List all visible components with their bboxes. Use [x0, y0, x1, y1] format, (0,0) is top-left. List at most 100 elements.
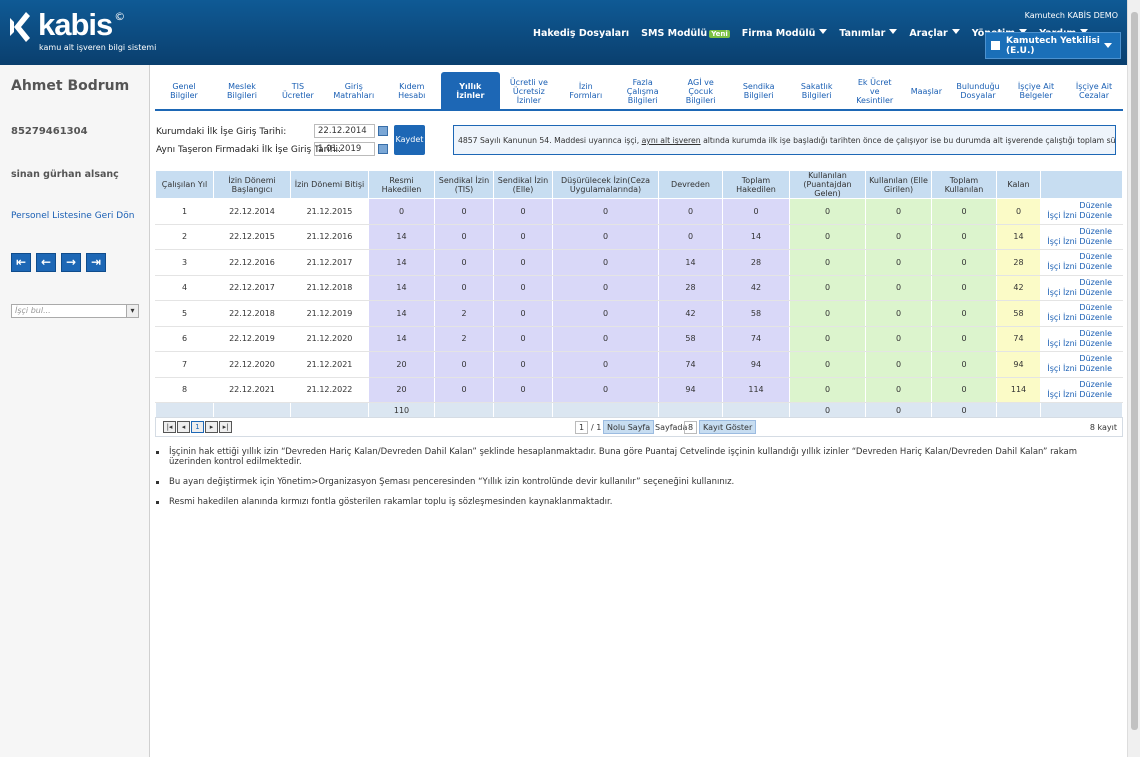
notice-link[interactable]: aynı alt işveren — [641, 136, 701, 145]
column-header: Düşürülecek İzin(Ceza Uygulamalarında) — [552, 170, 659, 199]
action-link[interactable]: Düzenle — [1079, 354, 1112, 364]
table-cell: 0 — [493, 198, 553, 225]
tab-bar: Genel Bilgiler Meslek Bilgileri TIS Ücretl… — [155, 72, 1123, 111]
column-header: İzin Dönemi Başlangıcı — [213, 170, 291, 199]
date-input[interactable]: 1.01.2019 — [314, 142, 375, 156]
table-cell: 28 — [722, 249, 790, 276]
table-cell: 0 — [865, 376, 932, 403]
nav-item[interactable]: SMS Modülü Yeni — [641, 28, 730, 39]
first-button[interactable]: ⇤ — [11, 253, 31, 272]
table-cell: 0 — [552, 300, 659, 327]
table-cell: 0 — [931, 249, 997, 276]
tab[interactable]: Sakatlık Bilgileri — [800, 82, 833, 100]
last-button[interactable]: ⇥ — [86, 253, 106, 272]
sidebar: Ahmet Bodrum 85279461304 sinan gürhan al… — [0, 65, 150, 757]
total-cell — [658, 402, 723, 418]
total-cell — [155, 402, 214, 418]
tab[interactable]: Giriş Matrahları — [333, 82, 375, 100]
table-cell: 58 — [996, 300, 1041, 327]
note: Resmi hakedilen alanında kırmızı fontla … — [155, 497, 1115, 507]
logo-icon — [10, 12, 30, 42]
table-cell: 0 — [865, 274, 932, 301]
table-cell: 0 — [658, 223, 723, 250]
tab[interactable]: Meslek Bilgileri — [227, 82, 257, 100]
go-page-button[interactable]: Nolu Sayfa — [603, 420, 655, 434]
page-input[interactable]: 1 — [575, 421, 589, 434]
per-page-input[interactable]: 8 — [684, 421, 698, 434]
table-cell: 0 — [552, 198, 659, 225]
table-row: 4 22.12.2017 21.12.2018 14 0 0 0 28 42 0 0 0 42 Düzen… — [155, 274, 1123, 301]
table-cell: 0 — [434, 249, 494, 276]
tab[interactable]: Sendika Bilgileri — [742, 82, 775, 100]
action-link[interactable]: İşçi İzni Düzenle — [1047, 313, 1112, 323]
table-cell: 22.12.2015 — [213, 223, 291, 250]
tab[interactable]: TIS Ücretler — [281, 82, 314, 100]
prev-button[interactable]: ← — [36, 253, 56, 272]
action-link[interactable]: Düzenle — [1079, 303, 1112, 313]
action-link[interactable]: İşçi İzni Düzenle — [1047, 338, 1112, 348]
action-link[interactable]: Düzenle — [1079, 379, 1112, 389]
action-link[interactable]: İşçi İzni Düzenle — [1047, 236, 1112, 246]
logo[interactable]: kabis © kamu alt işveren bilgi sistemi — [8, 9, 156, 52]
action-link[interactable]: Düzenle — [1079, 328, 1112, 338]
action-link[interactable]: Düzenle — [1079, 277, 1112, 287]
calendar-icon[interactable] — [378, 144, 388, 154]
save-button[interactable]: Kaydet — [394, 125, 425, 155]
tab[interactable]: Maaşlar — [910, 86, 942, 96]
next-page[interactable]: ▸ — [205, 421, 218, 433]
tab[interactable]: AGİ ve Çocuk Bilgileri — [685, 77, 716, 105]
tab[interactable]: Ek Ücret ve Kesintiler — [856, 77, 894, 105]
table-cell: 8 — [155, 376, 214, 403]
column-header: Devreden — [658, 170, 723, 199]
nav-label: Firma Modülü — [741, 28, 816, 39]
table-cell: 14 — [722, 223, 790, 250]
actions: Düzenleİşçi İzni Düzenle — [1040, 325, 1123, 352]
action-link[interactable]: Düzenle — [1079, 226, 1112, 236]
scroll-thumb[interactable] — [1131, 12, 1138, 730]
action-link[interactable]: İşçi İzni Düzenle — [1047, 364, 1112, 374]
tab[interactable]: Ücretli ve Ücretsiz İzinler — [509, 77, 548, 105]
page-number[interactable]: 1 — [191, 421, 204, 433]
user-menu[interactable]: Kamutech Yetkilisi (E.U.) — [985, 32, 1121, 59]
tab[interactable]: İşçiye Ait Belgeler — [1017, 82, 1055, 100]
prev-page[interactable]: ◂ — [177, 421, 190, 433]
action-link[interactable]: Düzenle — [1079, 252, 1112, 262]
notes: İşçinin hak ettiği yıllık izin “Devreden… — [155, 447, 1115, 517]
last-page[interactable]: ▸| — [219, 421, 232, 433]
search-box[interactable]: İşçi bul... — [11, 304, 139, 318]
back-link[interactable]: Personel Listesine Geri Dön — [11, 211, 135, 221]
tab[interactable]: Fazla Çalışma Bilgileri — [626, 77, 659, 105]
nav-item[interactable]: Hakediş Dosyaları — [533, 28, 629, 39]
nav-item[interactable]: Araçlar — [909, 28, 959, 39]
table-cell: 21.12.2022 — [290, 376, 369, 403]
action-link[interactable]: İşçi İzni Düzenle — [1047, 262, 1112, 272]
table-cell: 114 — [996, 376, 1041, 403]
calendar-icon[interactable] — [378, 126, 388, 136]
show-button[interactable]: Kayıt Göster — [699, 420, 757, 434]
action-link[interactable]: İşçi İzni Düzenle — [1047, 287, 1112, 297]
scrollbar[interactable] — [1127, 0, 1140, 757]
action-link[interactable]: İşçi İzni Düzenle — [1047, 389, 1112, 399]
tab[interactable]: İşçiye Ait Cezalar — [1075, 82, 1113, 100]
date-input[interactable]: 22.12.2014 — [314, 124, 375, 138]
tab[interactable]: Bulunduğu Dosyalar — [956, 82, 1000, 100]
next-button[interactable]: → — [61, 253, 81, 272]
tab[interactable]: Yıllık İzinler — [440, 72, 500, 110]
notice-text: altında kurumda ilk işe başladığı tariht… — [703, 136, 1116, 145]
table-cell: 0 — [493, 274, 553, 301]
column-header: Sendikal İzin (Elle) — [493, 170, 553, 199]
tab[interactable]: Kıdem Hesabı — [398, 82, 426, 100]
total-cell — [290, 402, 369, 418]
tab[interactable]: İzin Formları — [569, 82, 603, 100]
total-cell — [722, 402, 790, 418]
column-header: Sendikal İzin (TIS) — [434, 170, 494, 199]
table-cell: 22.12.2017 — [213, 274, 291, 301]
first-page[interactable]: |◂ — [163, 421, 176, 433]
nav-item[interactable]: Tanımlar — [839, 28, 897, 39]
table-cell: 74 — [658, 351, 723, 378]
nav-item[interactable]: Firma Modülü — [742, 28, 828, 39]
action-link[interactable]: İşçi İzni Düzenle — [1047, 211, 1112, 221]
tab[interactable]: Genel Bilgiler — [170, 82, 198, 100]
action-link[interactable]: Düzenle — [1079, 201, 1112, 211]
table-row: 7 22.12.2020 21.12.2021 20 0 0 0 74 94 0 0 0 94 Düzen… — [155, 351, 1123, 378]
